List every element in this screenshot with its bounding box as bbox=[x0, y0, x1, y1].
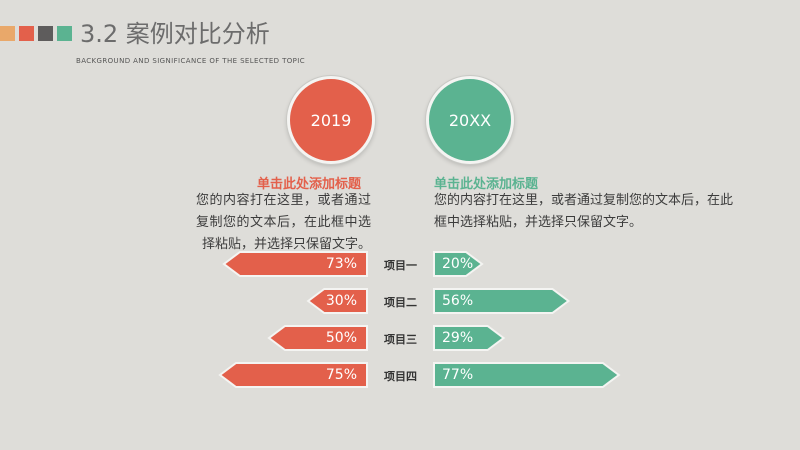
body-text-right: 您的内容打在这里，或者通过复制您的文本后，在此框中选择粘贴，并选择只保留文字。 bbox=[434, 193, 734, 230]
strip-swatch-green bbox=[57, 26, 72, 41]
right-bar-2 bbox=[433, 288, 571, 314]
right-bar-3 bbox=[433, 325, 506, 351]
strip-swatch-gray bbox=[38, 26, 53, 41]
right-bar-1 bbox=[433, 251, 484, 277]
page-title: 3.2 案例对比分析 bbox=[80, 20, 270, 48]
heading-right: 单击此处添加标题 bbox=[434, 177, 539, 192]
heading-left: 单击此处添加标题 bbox=[257, 177, 362, 192]
left-bar-value-4: 75% bbox=[325, 367, 357, 383]
left-bar-4 bbox=[218, 362, 368, 388]
year-circle-right: 20XX bbox=[426, 76, 514, 164]
left-bar-value-1: 73% bbox=[325, 256, 357, 272]
year-circle-left: 2019 bbox=[287, 76, 375, 164]
item-label-3: 项目三 bbox=[384, 333, 417, 346]
year-right-label: 20XX bbox=[448, 110, 492, 130]
left-bar-1 bbox=[222, 251, 368, 277]
right-bar-value-4: 77% bbox=[442, 367, 474, 383]
strip-swatch-orange bbox=[0, 26, 15, 41]
item-label-1: 项目一 bbox=[384, 259, 417, 272]
right-bar-value-3: 29% bbox=[442, 330, 474, 346]
page-subtitle: BACKGROUND AND SIGNIFICANCE OF THE SELEC… bbox=[76, 57, 306, 65]
strip-swatch-red bbox=[19, 26, 34, 41]
year-left-label: 2019 bbox=[310, 110, 352, 130]
left-bar-value-2: 30% bbox=[325, 293, 357, 309]
right-bar-4 bbox=[433, 362, 621, 388]
left-bar-2 bbox=[306, 288, 368, 314]
item-label-2: 项目二 bbox=[384, 296, 417, 309]
item-label-4: 项目四 bbox=[384, 370, 417, 383]
right-bar-value-2: 56% bbox=[442, 293, 474, 309]
left-bar-3 bbox=[267, 325, 368, 351]
left-bar-value-3: 50% bbox=[325, 330, 357, 346]
body-text-left: 您的内容打在这里，或者通过复制您的文本后，在此框中选择粘贴，并选择只保留文字。 bbox=[196, 193, 371, 252]
color-strip bbox=[0, 26, 72, 41]
right-bar-value-1: 20% bbox=[442, 256, 474, 272]
